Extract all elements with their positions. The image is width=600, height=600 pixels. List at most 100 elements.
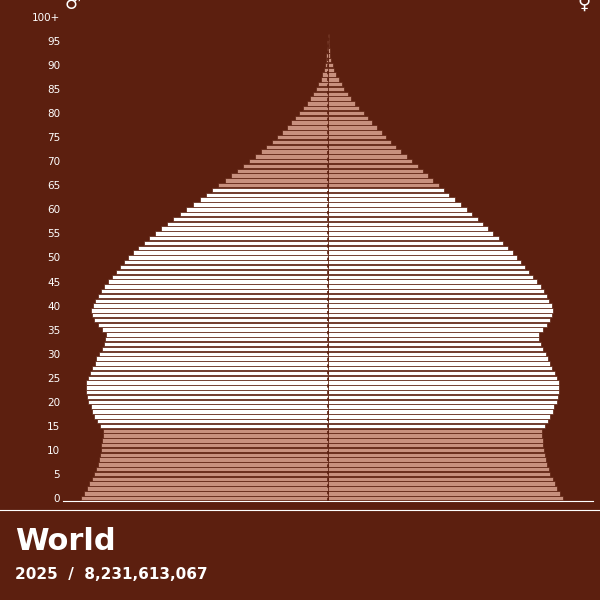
Bar [328,419,548,424]
Bar [328,135,386,139]
Bar [328,385,559,389]
Bar [231,173,328,178]
Bar [328,178,433,182]
Bar [328,77,338,82]
Bar [328,269,529,274]
Bar [92,366,328,370]
Bar [328,97,352,101]
Bar [316,87,328,91]
Bar [328,231,493,236]
Bar [295,116,328,120]
Bar [94,414,328,419]
Bar [90,371,328,375]
Bar [328,433,542,438]
Bar [320,77,328,82]
Bar [328,491,560,496]
Bar [328,414,550,419]
Bar [310,97,328,101]
Bar [328,452,545,457]
Bar [328,245,508,250]
Bar [101,443,328,448]
Bar [100,452,328,457]
Bar [328,217,478,221]
Bar [328,173,428,178]
Bar [328,101,355,106]
Bar [328,280,537,284]
Bar [328,380,559,385]
Bar [186,207,328,212]
Bar [98,294,328,298]
Bar [249,159,328,163]
Bar [139,245,328,250]
Bar [149,236,328,241]
Bar [328,395,558,399]
Bar [124,260,328,265]
Bar [143,241,328,245]
Bar [328,318,550,322]
Bar [328,125,377,130]
Bar [328,121,373,125]
Bar [328,130,382,134]
Bar [116,269,328,274]
Bar [200,197,328,202]
Bar [328,241,503,245]
Bar [328,328,543,332]
Bar [328,202,461,207]
Bar [193,202,328,207]
Bar [328,164,418,168]
Bar [92,476,328,481]
Bar [328,226,488,231]
Bar [328,275,533,279]
Bar [112,275,328,279]
Bar [299,111,328,115]
Bar [91,308,328,313]
Bar [101,347,328,351]
Bar [328,332,539,337]
Bar [104,284,328,289]
Text: ♂: ♂ [65,0,81,13]
Bar [266,145,328,149]
Text: 2025  /  8,231,613,067: 2025 / 8,231,613,067 [15,568,208,583]
Bar [328,486,557,491]
Bar [128,255,328,260]
Bar [87,395,328,399]
Bar [272,140,328,144]
Bar [86,385,328,389]
Bar [328,34,329,38]
Bar [328,73,337,77]
Bar [96,467,328,472]
Bar [277,135,328,139]
Bar [328,48,330,53]
Bar [102,438,328,443]
Bar [328,467,548,472]
Bar [94,318,328,322]
Bar [328,438,543,443]
Bar [326,53,328,58]
Bar [103,433,328,438]
Bar [218,183,328,187]
Bar [328,183,439,187]
Bar [95,361,328,365]
Bar [328,116,368,120]
Bar [328,390,559,394]
Bar [179,212,328,217]
Bar [328,82,341,86]
Bar [328,428,542,433]
Bar [328,221,483,226]
Bar [328,260,521,265]
Bar [328,299,550,303]
Bar [328,188,444,192]
Bar [328,294,547,298]
Bar [89,481,328,486]
Bar [328,53,331,58]
Bar [242,164,328,168]
Bar [328,481,555,486]
Text: ♀: ♀ [578,0,591,13]
Bar [161,226,328,231]
Bar [328,159,412,163]
Bar [101,448,328,452]
Bar [255,154,328,158]
Bar [326,58,328,62]
Bar [101,328,328,332]
Bar [328,323,547,327]
